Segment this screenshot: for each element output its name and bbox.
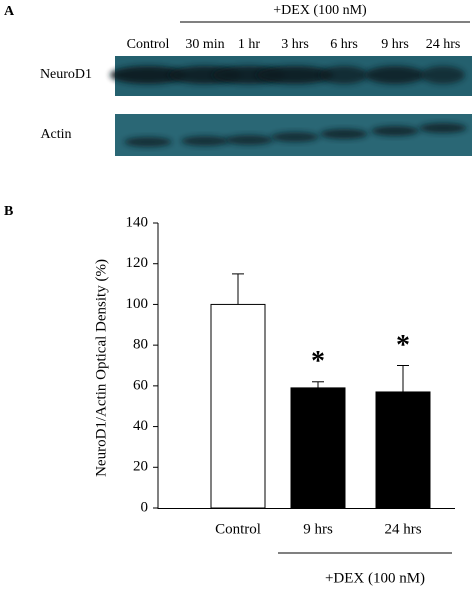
y-tick-label: 100 — [126, 296, 149, 312]
lane-label: 1 hr — [238, 37, 261, 52]
lane-label: 9 hrs — [381, 37, 409, 52]
blot-band — [371, 126, 419, 136]
x-tick-label: 24 hrs — [384, 521, 421, 537]
bar — [210, 303, 266, 509]
x-tick-label: Control — [215, 521, 261, 537]
y-tick-label: 40 — [133, 418, 148, 434]
lane-label: 30 min — [185, 37, 224, 52]
blot-band — [181, 136, 229, 146]
group-label: +DEX (100 nM) — [325, 570, 425, 586]
bar — [375, 391, 431, 509]
y-tick-label: 80 — [133, 337, 148, 353]
lane-label: Control — [127, 37, 170, 52]
blot-band — [124, 137, 172, 147]
x-tick-label: 9 hrs — [303, 521, 333, 537]
blot-band — [225, 135, 273, 145]
blot-band — [257, 66, 333, 84]
y-tick-label: 60 — [133, 377, 148, 393]
row-label: Actin — [40, 127, 71, 142]
lane-label: 6 hrs — [330, 37, 358, 52]
panel-label: B — [4, 204, 13, 219]
y-tick-label: 0 — [141, 499, 149, 515]
blot-band — [320, 129, 368, 139]
y-tick-label: 140 — [126, 214, 149, 230]
blot-band — [421, 66, 465, 84]
y-tick-label: 20 — [133, 459, 148, 475]
significance-marker: * — [311, 346, 325, 377]
blot-band — [365, 66, 425, 84]
blot-band — [419, 123, 467, 133]
lane-label: 24 hrs — [426, 37, 461, 52]
blot-band — [110, 66, 186, 84]
row-label: NeuroD1 — [40, 67, 92, 82]
blot-lanes — [110, 66, 467, 147]
panel-label: A — [4, 4, 15, 19]
significance-marker: * — [396, 330, 410, 361]
blot-band — [320, 66, 368, 84]
treatment-label: +DEX (100 nM) — [273, 3, 367, 18]
blot-band — [271, 132, 319, 142]
lane-label: 3 hrs — [281, 37, 309, 52]
y-tick-label: 120 — [126, 255, 149, 271]
bar — [290, 387, 346, 509]
y-axis-title: NeuroD1/Actin Optical Density (%) — [93, 259, 109, 477]
